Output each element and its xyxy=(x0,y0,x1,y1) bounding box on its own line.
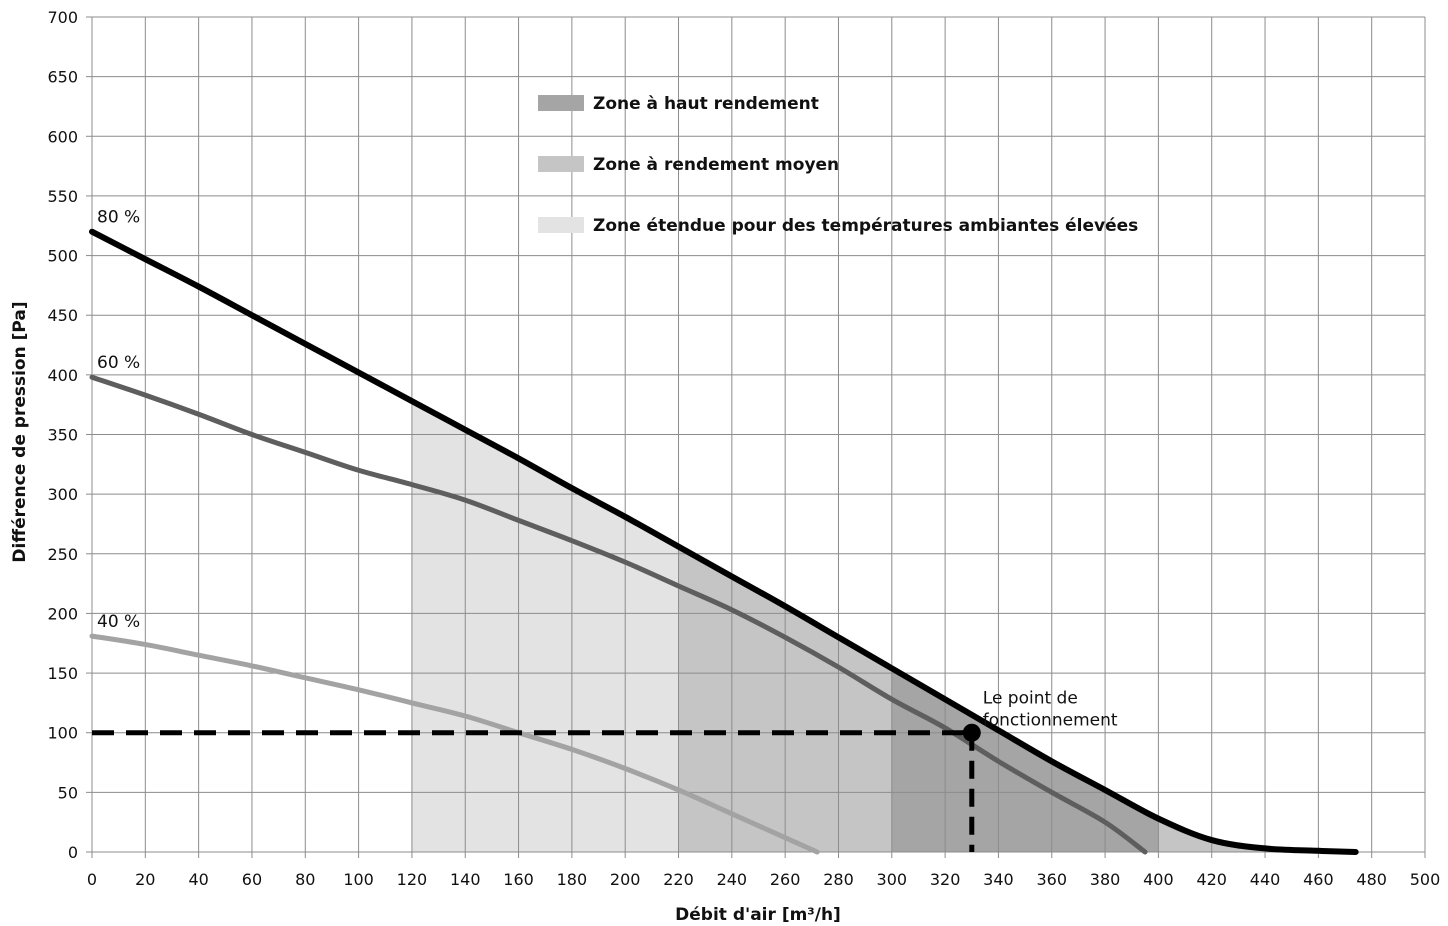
x-tick-label: 20 xyxy=(135,870,155,889)
y-tick-label: 150 xyxy=(47,664,78,683)
y-tick-label: 550 xyxy=(47,187,78,206)
y-tick-label: 200 xyxy=(47,604,78,623)
x-tick-label: 240 xyxy=(717,870,748,889)
x-tick-label: 440 xyxy=(1250,870,1281,889)
x-tick-label: 100 xyxy=(343,870,374,889)
x-tick-label: 180 xyxy=(557,870,588,889)
zone-3 xyxy=(1158,818,1356,852)
curves-layer xyxy=(89,228,1359,855)
y-tick-label: 450 xyxy=(47,306,78,325)
y-tick-label: 600 xyxy=(47,127,78,146)
legend-swatch xyxy=(538,217,584,233)
series-label-80: 80 % xyxy=(97,208,140,228)
legend-swatch xyxy=(538,156,584,172)
x-tick-label: 360 xyxy=(1036,870,1067,889)
zone-2 xyxy=(891,668,1159,852)
x-tick-label: 260 xyxy=(770,870,801,889)
x-tick-label: 280 xyxy=(823,870,854,889)
x-tick-label: 220 xyxy=(663,870,694,889)
y-tick-label: 50 xyxy=(58,783,78,802)
x-tick-label: 400 xyxy=(1143,870,1174,889)
x-tick-label: 120 xyxy=(397,870,428,889)
x-tick-label: 500 xyxy=(1410,870,1441,889)
y-tick-label: 300 xyxy=(47,485,78,504)
series-line-60 xyxy=(89,374,1148,855)
x-tick-label: 60 xyxy=(242,870,262,889)
y-tick-labels: 0 50 100 150 200 250 300 350 400 450 500 550 600 650 7… xyxy=(47,8,78,862)
y-tick-label: 100 xyxy=(47,724,78,743)
x-tick-label: 0 xyxy=(87,870,97,889)
x-tick-label: 80 xyxy=(295,870,315,889)
y-axis-title: Différence de pression [Pa] xyxy=(10,301,30,562)
series-line-40 xyxy=(89,633,820,855)
y-tick-label: 400 xyxy=(47,366,78,385)
y-tick-label: 0 xyxy=(68,843,78,862)
legend-label: Zone étendue pour des températures ambia… xyxy=(593,216,1138,236)
operating-point-label-2: fonctionnement xyxy=(983,711,1118,731)
legend-label: Zone à rendement moyen xyxy=(593,155,839,175)
x-tick-label: 140 xyxy=(450,870,481,889)
series-line-80 xyxy=(89,228,1359,855)
operating-point-label-1: Le point de xyxy=(983,689,1078,709)
zone-0 xyxy=(411,401,679,852)
y-tick-label: 700 xyxy=(47,8,78,27)
series-label-40: 40 % xyxy=(97,612,140,632)
legend: Zone à haut rendement Zone à rendement mo… xyxy=(538,94,1138,236)
operating-point-dot xyxy=(962,723,981,742)
gridlines xyxy=(86,16,1426,858)
x-tick-label: 300 xyxy=(877,870,908,889)
legend-label: Zone à haut rendement xyxy=(593,94,819,114)
x-tick-label: 340 xyxy=(983,870,1014,889)
legend-swatch xyxy=(538,95,584,111)
x-tick-label: 460 xyxy=(1303,870,1334,889)
y-tick-label: 250 xyxy=(47,545,78,564)
x-tick-label: 40 xyxy=(188,870,208,889)
x-tick-label: 420 xyxy=(1196,870,1227,889)
x-tick-label: 320 xyxy=(930,870,961,889)
x-tick-label: 380 xyxy=(1090,870,1121,889)
x-tick-label: 200 xyxy=(610,870,641,889)
y-tick-label: 350 xyxy=(47,426,78,445)
x-tick-label: 160 xyxy=(503,870,534,889)
y-tick-label: 500 xyxy=(47,247,78,266)
y-tick-label: 650 xyxy=(47,68,78,87)
x-axis-title: Débit d'air [m³/h] xyxy=(675,905,841,925)
series-label-60: 60 % xyxy=(97,353,140,373)
x-tick-labels: 0 20 40 60 80 100 120 140 160 180 200 220 240 260 280 3… xyxy=(87,870,1440,889)
x-tick-label: 480 xyxy=(1356,870,1387,889)
